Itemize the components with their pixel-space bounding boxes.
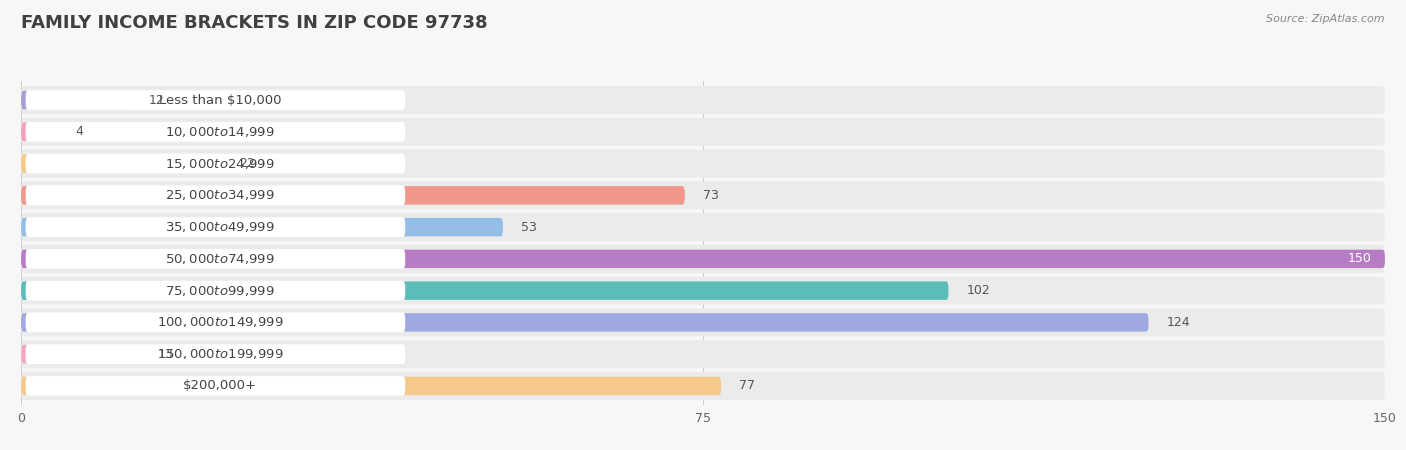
- FancyBboxPatch shape: [25, 344, 405, 364]
- FancyBboxPatch shape: [21, 372, 1385, 400]
- FancyBboxPatch shape: [21, 122, 58, 141]
- Text: 12: 12: [149, 94, 165, 107]
- Text: $15,000 to $24,999: $15,000 to $24,999: [165, 157, 274, 171]
- Text: $10,000 to $14,999: $10,000 to $14,999: [165, 125, 274, 139]
- Text: 13: 13: [157, 348, 173, 361]
- FancyBboxPatch shape: [25, 313, 405, 332]
- Text: 102: 102: [967, 284, 990, 297]
- FancyBboxPatch shape: [21, 86, 1385, 114]
- Text: 73: 73: [703, 189, 718, 202]
- Text: $25,000 to $34,999: $25,000 to $34,999: [165, 189, 274, 202]
- Text: 53: 53: [522, 220, 537, 234]
- Text: 150: 150: [1347, 252, 1371, 266]
- FancyBboxPatch shape: [21, 250, 1385, 268]
- FancyBboxPatch shape: [21, 213, 1385, 241]
- Text: Source: ZipAtlas.com: Source: ZipAtlas.com: [1267, 14, 1385, 23]
- Text: 77: 77: [740, 379, 755, 392]
- FancyBboxPatch shape: [25, 90, 405, 110]
- FancyBboxPatch shape: [25, 281, 405, 301]
- FancyBboxPatch shape: [25, 122, 405, 142]
- FancyBboxPatch shape: [21, 308, 1385, 337]
- Text: $150,000 to $199,999: $150,000 to $199,999: [156, 347, 283, 361]
- FancyBboxPatch shape: [25, 376, 405, 396]
- FancyBboxPatch shape: [21, 245, 1385, 273]
- FancyBboxPatch shape: [21, 218, 503, 236]
- Text: $50,000 to $74,999: $50,000 to $74,999: [165, 252, 274, 266]
- Text: 124: 124: [1167, 316, 1191, 329]
- FancyBboxPatch shape: [25, 217, 405, 237]
- FancyBboxPatch shape: [21, 345, 139, 364]
- FancyBboxPatch shape: [21, 181, 1385, 209]
- FancyBboxPatch shape: [21, 340, 1385, 368]
- FancyBboxPatch shape: [21, 91, 131, 109]
- Text: Less than $10,000: Less than $10,000: [159, 94, 281, 107]
- FancyBboxPatch shape: [21, 277, 1385, 305]
- FancyBboxPatch shape: [25, 185, 405, 205]
- FancyBboxPatch shape: [21, 281, 949, 300]
- FancyBboxPatch shape: [21, 186, 685, 205]
- Text: 22: 22: [239, 157, 254, 170]
- FancyBboxPatch shape: [25, 249, 405, 269]
- Text: $200,000+: $200,000+: [183, 379, 257, 392]
- Text: 4: 4: [76, 125, 83, 138]
- FancyBboxPatch shape: [21, 149, 1385, 178]
- FancyBboxPatch shape: [21, 154, 221, 173]
- FancyBboxPatch shape: [25, 154, 405, 173]
- FancyBboxPatch shape: [21, 118, 1385, 146]
- FancyBboxPatch shape: [21, 377, 721, 395]
- Text: FAMILY INCOME BRACKETS IN ZIP CODE 97738: FAMILY INCOME BRACKETS IN ZIP CODE 97738: [21, 14, 488, 32]
- FancyBboxPatch shape: [21, 313, 1149, 332]
- Text: $75,000 to $99,999: $75,000 to $99,999: [165, 284, 274, 297]
- Text: $35,000 to $49,999: $35,000 to $49,999: [165, 220, 274, 234]
- Text: $100,000 to $149,999: $100,000 to $149,999: [156, 315, 283, 329]
